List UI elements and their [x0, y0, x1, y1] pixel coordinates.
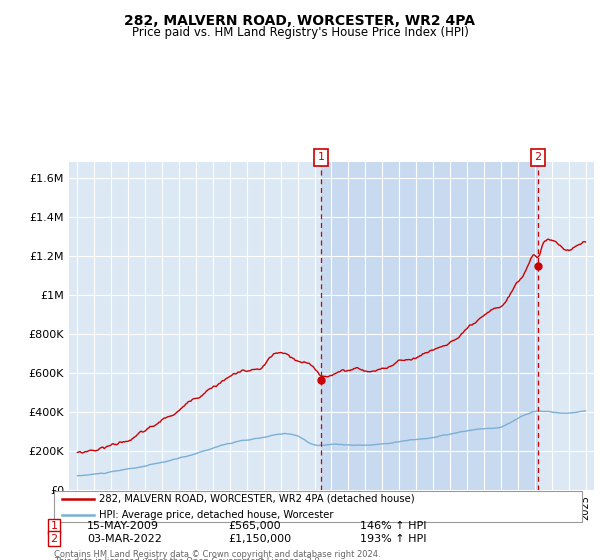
Text: £565,000: £565,000 [228, 521, 281, 531]
FancyBboxPatch shape [54, 491, 582, 522]
Text: 282, MALVERN ROAD, WORCESTER, WR2 4PA (detached house): 282, MALVERN ROAD, WORCESTER, WR2 4PA (d… [99, 494, 415, 504]
Text: 193% ↑ HPI: 193% ↑ HPI [360, 534, 427, 544]
Text: 2: 2 [534, 152, 541, 162]
Bar [321, 162, 538, 490]
Text: 03-MAR-2022: 03-MAR-2022 [87, 534, 162, 544]
Text: 1: 1 [50, 521, 58, 531]
Text: HPI: Average price, detached house, Worcester: HPI: Average price, detached house, Worc… [99, 510, 334, 520]
Text: Contains HM Land Registry data © Crown copyright and database right 2024.: Contains HM Land Registry data © Crown c… [54, 550, 380, 559]
Text: Price paid vs. HM Land Registry's House Price Index (HPI): Price paid vs. HM Land Registry's House … [131, 26, 469, 39]
Text: 1: 1 [317, 152, 325, 162]
Text: This data is licensed under the Open Government Licence v3.0.: This data is licensed under the Open Gov… [54, 557, 322, 560]
Text: 282, MALVERN ROAD, WORCESTER, WR2 4PA: 282, MALVERN ROAD, WORCESTER, WR2 4PA [125, 14, 476, 28]
Text: 146% ↑ HPI: 146% ↑ HPI [360, 521, 427, 531]
Text: £1,150,000: £1,150,000 [228, 534, 291, 544]
Text: 2: 2 [50, 534, 58, 544]
Text: 15-MAY-2009: 15-MAY-2009 [87, 521, 159, 531]
